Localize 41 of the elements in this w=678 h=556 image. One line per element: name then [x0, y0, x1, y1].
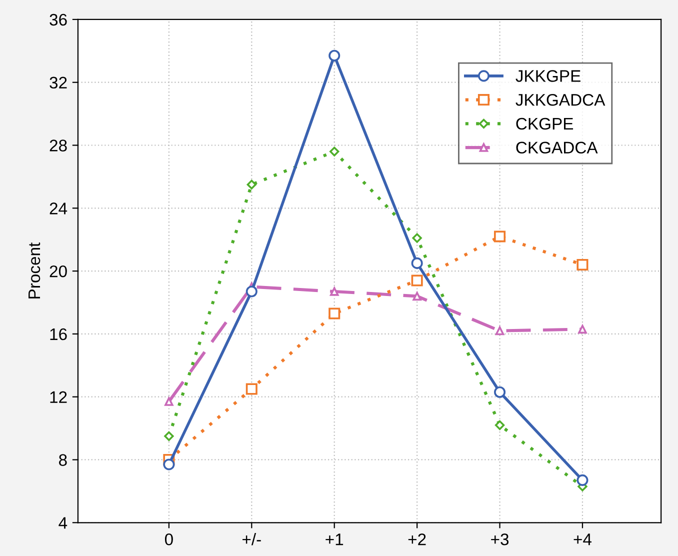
point [330, 146, 340, 156]
point [576, 474, 588, 486]
point [494, 230, 506, 242]
y-tick-label: 32 [50, 76, 67, 89]
point [246, 286, 258, 298]
y-tick-label: 4 [58, 517, 68, 529]
point [246, 383, 258, 395]
x-tick-label: +/- [242, 533, 261, 546]
x-tick-label: +4 [574, 534, 592, 546]
point [164, 431, 174, 441]
y-tick-label: 12 [50, 391, 67, 403]
point [494, 420, 505, 430]
point [495, 326, 504, 336]
legend-label: CKGPE [516, 118, 574, 130]
point [328, 308, 340, 320]
point [578, 324, 587, 334]
point [494, 386, 506, 398]
point [411, 257, 423, 269]
point [330, 287, 339, 296]
x-tick-label: +1 [326, 534, 344, 546]
x-tick-label: +3 [491, 533, 509, 546]
y-tick-label: 16 [50, 328, 67, 340]
y-tick-label: 36 [50, 14, 67, 26]
point [328, 50, 340, 62]
point [412, 233, 422, 243]
y-tick-label: 8 [59, 454, 67, 466]
point [412, 292, 422, 301]
y-axis-title: Procent [28, 242, 40, 298]
point [164, 397, 174, 406]
x-tick-label: +2 [408, 533, 426, 546]
y-tick-label: 20 [50, 265, 67, 278]
y-tick-label: 24 [50, 202, 68, 214]
legend-label: JKKGADCA [516, 94, 606, 106]
x-tick-label: 0 [164, 533, 173, 546]
legend-label: CKGADCA [516, 142, 598, 154]
legend-label: JKKGPE [516, 70, 580, 82]
point [246, 180, 256, 190]
y-tick-label: 28 [50, 140, 67, 152]
point [163, 458, 175, 470]
point [576, 258, 588, 271]
point [411, 274, 423, 286]
